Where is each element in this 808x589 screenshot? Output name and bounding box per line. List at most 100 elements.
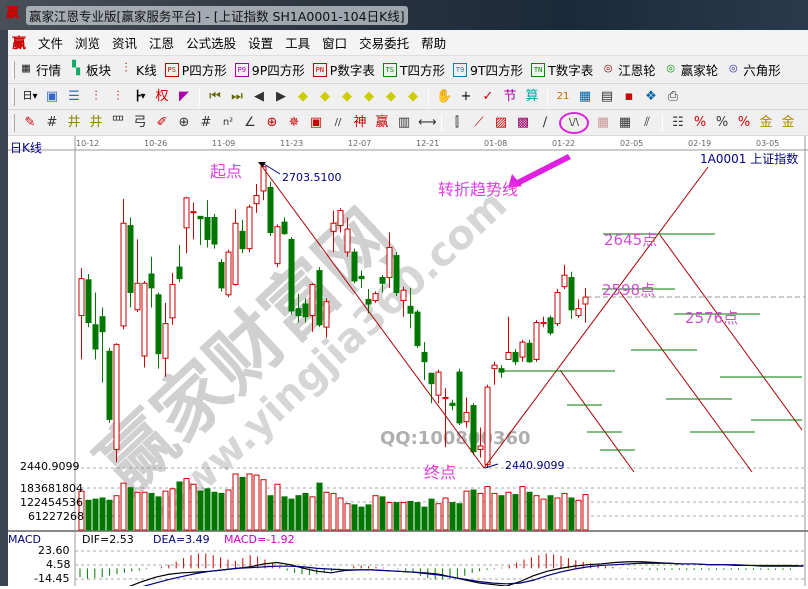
table-icon[interactable]: ☷ [672, 114, 684, 130]
crosshair-icon[interactable]: + [460, 88, 472, 104]
macd-tick: -14.45 [34, 572, 70, 585]
menu-item-8[interactable]: 交易委托 [359, 36, 410, 51]
toolbar-button-8[interactable]: TN T数字表 [531, 60, 593, 79]
gold-grid2-icon[interactable]: 井 [89, 114, 103, 130]
fan-icon[interactable]: ⟋ [474, 114, 484, 130]
notes-icon[interactable]: ▤ [600, 88, 614, 104]
date-tick: 01-22 [552, 139, 575, 148]
toolbar-button-6[interactable]: TS T四方形 [382, 60, 445, 79]
n2-icon[interactable]: n² [222, 116, 234, 128]
menu-item-1[interactable]: 浏览 [75, 36, 101, 51]
toolbar-button-9[interactable]: ◎ 江恩轮 [601, 60, 655, 79]
window-icon[interactable]: ▣ [45, 88, 59, 104]
weight-icon[interactable]: 权 [155, 88, 169, 104]
volume-bar [512, 494, 519, 531]
square-icon[interactable]: ▨ [494, 114, 508, 130]
calendar-icon[interactable]: 21 [556, 90, 570, 102]
grid-box2-icon[interactable]: ▦ [618, 114, 632, 130]
width-icon[interactable]: ⟷ [418, 114, 437, 130]
box-icon[interactable]: ▣ [309, 114, 323, 130]
toolbar-button-10[interactable]: ◎ 赢家轮 [664, 60, 718, 79]
grid-box-icon[interactable]: ▦ [596, 114, 610, 130]
day-period-icon[interactable]: 日▾ [22, 90, 38, 102]
date-tick: 03-05 [756, 139, 779, 148]
zoom-right-icon[interactable]: ◆ [320, 88, 330, 104]
square2-icon[interactable]: ▩ [516, 114, 530, 130]
zoom-left-icon[interactable]: ◆ [298, 88, 308, 104]
indicator3-icon[interactable]: ⫶ [94, 88, 98, 104]
draw-icon[interactable]: ✓ [482, 88, 494, 104]
print-icon[interactable]: ⎙ [667, 88, 679, 104]
hatch-icon[interactable]: ⫽ [644, 114, 650, 130]
toolbar-button-11[interactable]: ◎ 六角形 [726, 60, 780, 79]
toolbar-button-1[interactable]: ▚ 板块 [69, 60, 111, 79]
toolbar-button-3[interactable]: PS P四方形 [164, 60, 227, 79]
list-icon[interactable]: ☰ [68, 88, 80, 104]
fit-icon[interactable]: ◆ [386, 88, 396, 104]
menu-item-0[interactable]: 文件 [38, 36, 64, 51]
toolbar-grip[interactable] [12, 60, 15, 79]
line-icon[interactable]: ∕ [542, 114, 548, 130]
menu-item-9[interactable]: 帮助 [421, 36, 447, 51]
date-tick: 02-19 [688, 139, 711, 148]
left-icon[interactable]: ◀ [254, 88, 264, 104]
gold-grid-icon[interactable]: 井 [67, 114, 81, 130]
star-icon[interactable]: ✵ [288, 114, 300, 130]
vertical-icon[interactable]: ⫿ [454, 114, 460, 130]
fib-icon[interactable]: 罒 [111, 114, 125, 130]
pen-icon[interactable]: ✎ [24, 114, 36, 130]
turning-trend-line-icon[interactable]: \/\ [559, 111, 589, 134]
candle-body [421, 351, 428, 363]
circle-grid-icon[interactable]: ⊕ [178, 114, 190, 130]
menu-item-2[interactable]: 资讯 [112, 36, 138, 51]
last-icon[interactable]: ⏭ [231, 88, 243, 104]
ruler-icon[interactable]: 节 [503, 88, 517, 104]
volume-bar [351, 504, 358, 531]
candle-body [582, 296, 589, 305]
toolbar-button-4[interactable]: P9 9P四方形 [234, 60, 305, 79]
calc-icon[interactable]: 算 [525, 88, 539, 104]
indicator9-icon[interactable]: ⫶ [116, 88, 120, 104]
color-icon[interactable]: ◤ [179, 88, 189, 104]
bar-type-icon[interactable]: ┣▾ [134, 90, 146, 102]
kline-chart[interactable]: 10-12 10-26 11-09 11-23 12-07 12-21 01-08 01-22… [8, 136, 808, 589]
ying-icon[interactable]: 赢 [375, 114, 389, 130]
parallel-icon[interactable]: # [200, 114, 212, 130]
brush-icon[interactable]: ✐ [156, 114, 168, 130]
save-icon[interactable]: ▪ [624, 88, 634, 104]
percent-icon[interactable]: % [715, 114, 729, 130]
menu-item-5[interactable]: 设置 [248, 36, 274, 51]
candle-body [253, 195, 260, 205]
percent-up-icon[interactable]: % [693, 114, 707, 130]
toolbar-separator [428, 87, 429, 106]
menu-item-6[interactable]: 工具 [285, 36, 311, 51]
toolbar-button-0[interactable]: ▦ 行情 [19, 60, 61, 79]
menu-item-7[interactable]: 窗口 [322, 36, 348, 51]
angle-icon[interactable]: ∠ [244, 114, 256, 130]
toolbar-grip[interactable] [12, 113, 15, 132]
calendar-grid-icon[interactable]: ▥ [397, 114, 411, 130]
toolbar-grip[interactable] [12, 87, 15, 106]
toolbar-button-5[interactable]: PN P数字表 [312, 60, 375, 79]
shen-icon[interactable]: 神 [353, 114, 367, 130]
menu-item-4[interactable]: 公式选股 [186, 36, 237, 51]
expand-icon[interactable]: ◆ [342, 88, 352, 104]
toolbar-button-2[interactable]: ⫶ K线 [119, 60, 156, 79]
calculator-icon[interactable]: ▦ [578, 88, 592, 104]
hand-icon[interactable]: ✋ [436, 88, 453, 104]
grid-lines-icon[interactable]: # [46, 114, 58, 130]
gold2-icon[interactable]: 金 [781, 114, 795, 130]
cycle-icon[interactable]: 弓 [133, 114, 147, 130]
move-icon[interactable]: ◆ [408, 88, 418, 104]
lines-icon[interactable]: // [334, 116, 342, 128]
right-icon[interactable]: ▶ [276, 88, 286, 104]
toolbar-button-7[interactable]: T9 9T四方形 [452, 60, 523, 79]
menu-item-3[interactable]: 江恩 [149, 36, 175, 51]
shrink-icon[interactable]: ◆ [364, 88, 374, 104]
chart-canvas[interactable]: 10-12 10-26 11-09 11-23 12-07 12-21 01-08 01-22… [8, 136, 808, 589]
network-icon[interactable]: ❖ [645, 88, 657, 104]
percent-list-icon[interactable]: % [737, 114, 751, 130]
first-icon[interactable]: ⏮ [209, 88, 221, 104]
gold-icon[interactable]: 金 [759, 114, 773, 130]
target-icon[interactable]: ⊕ [266, 114, 278, 130]
